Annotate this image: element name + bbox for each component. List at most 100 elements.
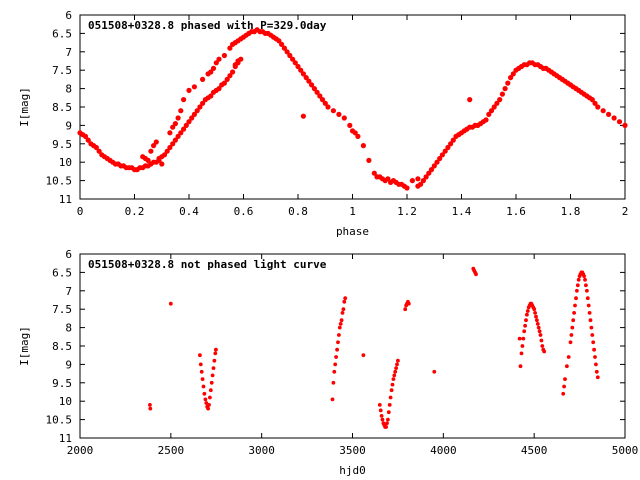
data-point xyxy=(585,296,590,301)
y-tick-label: 10.5 xyxy=(46,175,73,188)
data-point xyxy=(585,288,589,293)
data-point xyxy=(199,369,204,374)
data-point xyxy=(156,157,162,163)
data-point xyxy=(505,80,511,86)
y-tick-label: 6 xyxy=(65,248,72,261)
data-point xyxy=(423,174,429,180)
data-point xyxy=(360,143,366,149)
data-point xyxy=(347,122,353,128)
data-point xyxy=(431,163,437,169)
data-point xyxy=(221,52,227,59)
data-point xyxy=(342,299,347,304)
data-point xyxy=(594,369,599,374)
data-point xyxy=(214,347,218,352)
data-points xyxy=(148,266,600,429)
data-point xyxy=(200,100,206,106)
data-point xyxy=(572,311,576,315)
data-point xyxy=(284,49,290,55)
y-tick-label: 7.5 xyxy=(52,303,72,316)
data-point xyxy=(200,76,206,82)
x-tick-label: 2 xyxy=(622,205,629,218)
x-tick-label: 0.4 xyxy=(179,205,199,218)
data-point xyxy=(298,67,304,73)
data-point xyxy=(319,97,326,103)
data-point xyxy=(341,307,346,312)
data-point xyxy=(148,406,153,411)
data-point xyxy=(394,366,398,370)
data-point xyxy=(331,380,336,385)
data-point xyxy=(592,100,598,106)
data-point xyxy=(508,75,514,81)
data-point xyxy=(390,382,395,387)
data-point xyxy=(409,178,415,184)
data-point xyxy=(595,375,600,380)
y-tick-label: 11 xyxy=(59,193,72,206)
data-point xyxy=(565,364,569,369)
data-point xyxy=(594,362,598,367)
data-point xyxy=(404,185,410,191)
data-point xyxy=(387,403,392,407)
data-point xyxy=(361,353,366,358)
data-point xyxy=(178,130,184,136)
data-point xyxy=(403,307,408,312)
data-point xyxy=(208,395,212,400)
data-point xyxy=(191,84,197,90)
data-point xyxy=(525,309,530,313)
x-axis-label: phase xyxy=(336,225,369,238)
data-point xyxy=(448,141,454,147)
x-tick-label: 0.2 xyxy=(125,205,145,218)
data-point xyxy=(148,148,154,154)
y-tick-label: 8 xyxy=(65,322,72,335)
y-tick-label: 10 xyxy=(59,156,72,169)
data-point xyxy=(450,137,456,143)
y-tick-label: 10.5 xyxy=(46,414,73,427)
data-point xyxy=(595,104,601,110)
y-tick-label: 6.5 xyxy=(52,27,72,40)
data-point xyxy=(583,277,587,282)
data-point xyxy=(175,133,181,139)
data-point xyxy=(522,329,527,334)
data-point xyxy=(502,86,508,92)
x-tick-label: 3500 xyxy=(339,444,366,457)
data-point xyxy=(586,303,591,308)
data-point xyxy=(279,41,285,48)
data-point xyxy=(208,69,214,75)
data-point xyxy=(593,355,597,359)
data-point xyxy=(186,87,192,93)
x-tick-label: 3000 xyxy=(248,444,275,457)
data-point xyxy=(181,126,187,132)
data-point xyxy=(432,369,437,374)
data-point xyxy=(216,86,222,92)
data-point xyxy=(428,167,435,173)
data-point xyxy=(295,63,301,70)
data-point xyxy=(194,108,200,114)
data-point xyxy=(338,322,343,326)
y-tick-label: 9 xyxy=(65,119,72,132)
data-point xyxy=(584,283,588,288)
data-point xyxy=(322,100,328,106)
data-point xyxy=(391,377,396,381)
data-point xyxy=(540,344,545,348)
x-tick-label: 1.8 xyxy=(561,205,581,218)
x-axis-label: hjd0 xyxy=(339,464,366,477)
data-point xyxy=(536,325,541,330)
data-point xyxy=(396,358,400,363)
data-point xyxy=(611,115,617,121)
data-point xyxy=(183,122,189,128)
data-point xyxy=(287,52,293,59)
data-point xyxy=(216,56,222,62)
data-point xyxy=(178,108,184,114)
data-point xyxy=(519,351,524,356)
data-point xyxy=(523,323,527,328)
data-point xyxy=(213,351,218,356)
data-point xyxy=(535,318,539,323)
data-point xyxy=(206,406,211,411)
x-tick-label: 1.2 xyxy=(397,205,417,218)
data-points xyxy=(77,27,628,191)
data-point xyxy=(393,369,398,374)
data-point xyxy=(573,303,577,308)
data-point xyxy=(445,144,451,151)
data-point xyxy=(85,137,91,143)
data-point xyxy=(227,45,233,51)
